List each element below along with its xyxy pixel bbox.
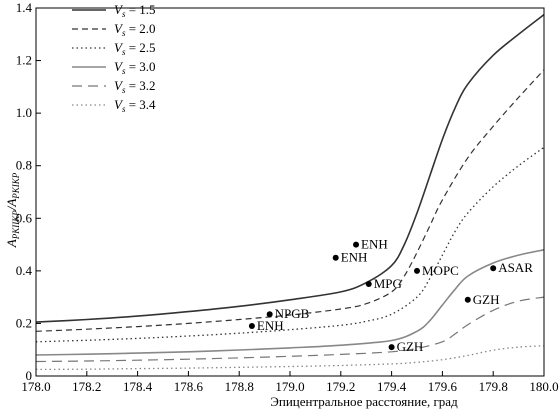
series-line-1: [35, 13, 545, 323]
x-tick-label: 179.4: [377, 379, 407, 394]
station-point: [266, 311, 273, 318]
y-axis-title-sub-num: PKIIKP: [11, 210, 21, 240]
station-point: [490, 265, 497, 272]
station-label: NPGB: [275, 306, 310, 321]
x-tick-label: 179.6: [428, 379, 458, 394]
series-line-4: [35, 249, 545, 356]
x-tick-label: 179.8: [479, 379, 508, 394]
station-label: MPG: [374, 276, 402, 291]
y-tick-label: 1.2: [16, 53, 32, 68]
station-point: [414, 267, 420, 274]
series-lines: [35, 13, 545, 371]
station-point: [332, 254, 339, 261]
station-point: [365, 281, 372, 287]
legend: Vs = 1.5 Vs = 2.0 Vs = 2.5 Vs = 3.0 Vs = 3.2…: [72, 2, 156, 114]
y-tick-label: 0.6: [16, 210, 33, 225]
x-tick-label: 179.2: [326, 379, 355, 394]
x-axis-title: Эпицентральное расстояние, град: [270, 394, 458, 409]
station-point: [464, 296, 471, 303]
x-tick-label: 180.0: [529, 379, 558, 394]
series-line-5: [35, 296, 545, 363]
legend-entry-5: Vs = 3.2: [114, 78, 156, 95]
y-axis-title: APKIIKP/APKIKP: [4, 172, 21, 248]
series-line-2: [35, 69, 545, 332]
station-label: ENH: [341, 250, 368, 265]
legend-entry-4: Vs = 3.0: [114, 59, 156, 76]
y-axis-title-main: A: [4, 239, 19, 248]
y-tick-label: 0.4: [16, 263, 33, 278]
x-tick-label: 178.0: [21, 379, 50, 394]
legend-entry-3: Vs = 2.5: [114, 40, 156, 57]
series-line-6: [35, 345, 545, 371]
y-tick-label: 1.0: [16, 105, 32, 120]
y-axis-title-slash: /A: [4, 199, 19, 212]
y-axis-title-sub-den: PKIKP: [11, 172, 21, 200]
station-label: MOPC: [422, 263, 459, 278]
station-point: [248, 323, 255, 330]
station-point: [388, 344, 395, 351]
x-tick-label: 178.6: [174, 379, 204, 394]
station-label: ASAR: [498, 260, 533, 275]
legend-entry-1: Vs = 1.5: [114, 2, 156, 19]
y-tick-label: 0.8: [16, 158, 32, 173]
x-ticks: 178.0 178.2 178.4 178.6 178.8 179.0 179.2 179.4…: [21, 371, 559, 394]
y-tick-label: 0.2: [16, 315, 32, 330]
station-label: GZH: [473, 292, 500, 307]
y-ticks: 0 0.2 0.4 0.6 0.8 1.0 1.2 1.4: [16, 0, 41, 383]
station-point: [353, 241, 360, 248]
legend-entry-6: Vs = 3.4: [114, 97, 156, 114]
y-tick-label: 1.4: [16, 0, 33, 15]
y-tick-label: 0: [26, 368, 33, 383]
x-tick-label: 178.4: [123, 379, 153, 394]
station-label: ENH: [257, 318, 284, 333]
x-tick-label: 179.0: [275, 379, 304, 394]
station-label: ENH: [361, 237, 388, 252]
station-label: GZH: [397, 339, 424, 354]
x-tick-label: 178.2: [72, 379, 101, 394]
x-tick-label: 178.8: [225, 379, 254, 394]
legend-entry-2: Vs = 2.0: [114, 21, 156, 38]
